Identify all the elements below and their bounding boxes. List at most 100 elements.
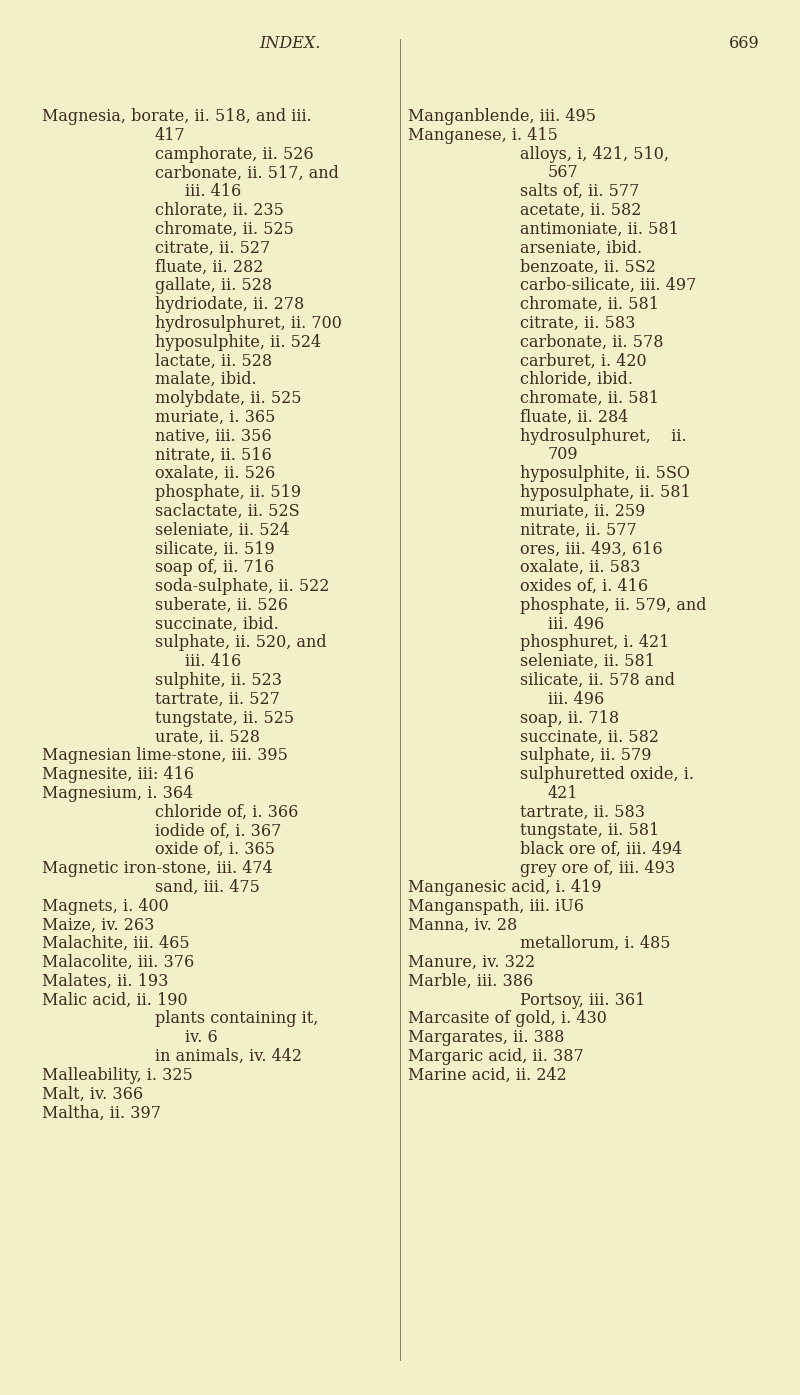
- Text: carburet, i. 420: carburet, i. 420: [520, 353, 646, 370]
- Text: 669: 669: [730, 35, 760, 52]
- Text: Marine acid, ii. 242: Marine acid, ii. 242: [408, 1067, 566, 1084]
- Text: Magnesium, i. 364: Magnesium, i. 364: [42, 785, 194, 802]
- Text: Manganspath, iii. iU6: Manganspath, iii. iU6: [408, 897, 584, 915]
- Text: chloride, ibid.: chloride, ibid.: [520, 371, 633, 388]
- Text: Malachite, iii. 465: Malachite, iii. 465: [42, 935, 190, 953]
- Text: iv. 6: iv. 6: [185, 1030, 218, 1046]
- Text: arseniate, ibid.: arseniate, ibid.: [520, 240, 642, 257]
- Text: suberate, ii. 526: suberate, ii. 526: [155, 597, 288, 614]
- Text: carbo-silicate, iii. 497: carbo-silicate, iii. 497: [520, 278, 696, 294]
- Text: hyposulphite, ii. 5SO: hyposulphite, ii. 5SO: [520, 465, 690, 483]
- Text: grey ore of, iii. 493: grey ore of, iii. 493: [520, 859, 675, 877]
- Text: 567: 567: [548, 165, 578, 181]
- Text: Malleability, i. 325: Malleability, i. 325: [42, 1067, 193, 1084]
- Text: iii. 416: iii. 416: [185, 183, 242, 201]
- Text: fluate, ii. 282: fluate, ii. 282: [155, 258, 263, 275]
- Text: Malt, iv. 366: Malt, iv. 366: [42, 1085, 143, 1102]
- Text: chromate, ii. 525: chromate, ii. 525: [155, 220, 294, 237]
- Text: plants containing it,: plants containing it,: [155, 1010, 318, 1027]
- Text: Manna, iv. 28: Manna, iv. 28: [408, 917, 518, 933]
- Text: hyposulphite, ii. 524: hyposulphite, ii. 524: [155, 333, 321, 350]
- Text: Manure, iv. 322: Manure, iv. 322: [408, 954, 535, 971]
- Text: silicate, ii. 578 and: silicate, ii. 578 and: [520, 672, 675, 689]
- Text: succinate, ibid.: succinate, ibid.: [155, 615, 278, 632]
- Text: camphorate, ii. 526: camphorate, ii. 526: [155, 145, 314, 163]
- Text: Malacolite, iii. 376: Malacolite, iii. 376: [42, 954, 194, 971]
- Text: oxide of, i. 365: oxide of, i. 365: [155, 841, 275, 858]
- Text: acetate, ii. 582: acetate, ii. 582: [520, 202, 642, 219]
- Text: salts of, ii. 577: salts of, ii. 577: [520, 183, 639, 201]
- Text: molybdate, ii. 525: molybdate, ii. 525: [155, 391, 302, 407]
- Text: soap, ii. 718: soap, ii. 718: [520, 710, 619, 727]
- Text: metallorum, i. 485: metallorum, i. 485: [520, 935, 670, 953]
- Text: antimoniate, ii. 581: antimoniate, ii. 581: [520, 220, 679, 237]
- Text: iii. 416: iii. 416: [185, 653, 242, 670]
- Text: iii. 496: iii. 496: [548, 615, 604, 632]
- Text: tungstate, ii. 525: tungstate, ii. 525: [155, 710, 294, 727]
- Text: seleniate, ii. 524: seleniate, ii. 524: [155, 522, 290, 538]
- Text: Magnesia, borate, ii. 518, and iii.: Magnesia, borate, ii. 518, and iii.: [42, 107, 312, 126]
- Text: Malates, ii. 193: Malates, ii. 193: [42, 972, 168, 990]
- Text: Marble, iii. 386: Marble, iii. 386: [408, 972, 534, 990]
- Text: sulphate, ii. 520, and: sulphate, ii. 520, and: [155, 635, 326, 651]
- Text: benzoate, ii. 5S2: benzoate, ii. 5S2: [520, 258, 656, 275]
- Text: Magnesite, iii: 416: Magnesite, iii: 416: [42, 766, 194, 783]
- Text: soap of, ii. 716: soap of, ii. 716: [155, 559, 274, 576]
- Text: Portsoy, iii. 361: Portsoy, iii. 361: [520, 992, 646, 1009]
- Text: Manganesic acid, i. 419: Manganesic acid, i. 419: [408, 879, 602, 896]
- Text: Margaric acid, ii. 387: Margaric acid, ii. 387: [408, 1048, 584, 1064]
- Text: hydriodate, ii. 278: hydriodate, ii. 278: [155, 296, 304, 312]
- Text: tungstate, ii. 581: tungstate, ii. 581: [520, 823, 659, 840]
- Text: citrate, ii. 527: citrate, ii. 527: [155, 240, 270, 257]
- Text: phosphate, ii. 519: phosphate, ii. 519: [155, 484, 301, 501]
- Text: carbonate, ii. 517, and: carbonate, ii. 517, and: [155, 165, 339, 181]
- Text: 421: 421: [548, 785, 578, 802]
- Text: 709: 709: [548, 446, 578, 463]
- Text: nitrate, ii. 577: nitrate, ii. 577: [520, 522, 637, 538]
- Text: chromate, ii. 581: chromate, ii. 581: [520, 391, 659, 407]
- Text: tartrate, ii. 583: tartrate, ii. 583: [520, 804, 645, 820]
- Text: sulphuretted oxide, i.: sulphuretted oxide, i.: [520, 766, 694, 783]
- Text: tartrate, ii. 527: tartrate, ii. 527: [155, 691, 280, 707]
- Text: muriate, ii. 259: muriate, ii. 259: [520, 502, 646, 520]
- Text: iii. 496: iii. 496: [548, 691, 604, 707]
- Text: INDEX.: INDEX.: [259, 35, 321, 52]
- Text: citrate, ii. 583: citrate, ii. 583: [520, 315, 635, 332]
- Text: nitrate, ii. 516: nitrate, ii. 516: [155, 446, 272, 463]
- Text: soda-sulphate, ii. 522: soda-sulphate, ii. 522: [155, 578, 330, 596]
- Text: oxides of, i. 416: oxides of, i. 416: [520, 578, 648, 596]
- Text: phosphuret, i. 421: phosphuret, i. 421: [520, 635, 670, 651]
- Text: alloys, i, 421, 510,: alloys, i, 421, 510,: [520, 145, 669, 163]
- Text: iodide of, i. 367: iodide of, i. 367: [155, 823, 282, 840]
- Text: oxalate, ii. 526: oxalate, ii. 526: [155, 465, 275, 483]
- Text: seleniate, ii. 581: seleniate, ii. 581: [520, 653, 655, 670]
- Text: Magnetic iron-stone, iii. 474: Magnetic iron-stone, iii. 474: [42, 859, 273, 877]
- Text: gallate, ii. 528: gallate, ii. 528: [155, 278, 272, 294]
- Text: Manganblende, iii. 495: Manganblende, iii. 495: [408, 107, 596, 126]
- Text: Margarates, ii. 388: Margarates, ii. 388: [408, 1030, 564, 1046]
- Text: Malic acid, ii. 190: Malic acid, ii. 190: [42, 992, 188, 1009]
- Text: native, iii. 356: native, iii. 356: [155, 428, 272, 445]
- Text: black ore of, iii. 494: black ore of, iii. 494: [520, 841, 682, 858]
- Text: sand, iii. 475: sand, iii. 475: [155, 879, 260, 896]
- Text: Manganese, i. 415: Manganese, i. 415: [408, 127, 558, 144]
- Text: silicate, ii. 519: silicate, ii. 519: [155, 540, 274, 558]
- Text: carbonate, ii. 578: carbonate, ii. 578: [520, 333, 663, 350]
- Text: oxalate, ii. 583: oxalate, ii. 583: [520, 559, 640, 576]
- Text: chromate, ii. 581: chromate, ii. 581: [520, 296, 659, 312]
- Text: muriate, i. 365: muriate, i. 365: [155, 409, 275, 425]
- Text: Maize, iv. 263: Maize, iv. 263: [42, 917, 154, 933]
- Text: chlorate, ii. 235: chlorate, ii. 235: [155, 202, 284, 219]
- Text: hydrosulphuret,    ii.: hydrosulphuret, ii.: [520, 428, 686, 445]
- Text: hydrosulphuret, ii. 700: hydrosulphuret, ii. 700: [155, 315, 342, 332]
- Text: urate, ii. 528: urate, ii. 528: [155, 728, 260, 745]
- Text: succinate, ii. 582: succinate, ii. 582: [520, 728, 659, 745]
- Text: in animals, iv. 442: in animals, iv. 442: [155, 1048, 302, 1064]
- Text: ores, iii. 493, 616: ores, iii. 493, 616: [520, 540, 662, 558]
- Text: Magnets, i. 400: Magnets, i. 400: [42, 897, 169, 915]
- Text: Marcasite of gold, i. 430: Marcasite of gold, i. 430: [408, 1010, 607, 1027]
- Text: Maltha, ii. 397: Maltha, ii. 397: [42, 1105, 161, 1122]
- Text: Magnesian lime-stone, iii. 395: Magnesian lime-stone, iii. 395: [42, 748, 288, 764]
- Text: 417: 417: [155, 127, 186, 144]
- Text: lactate, ii. 528: lactate, ii. 528: [155, 353, 272, 370]
